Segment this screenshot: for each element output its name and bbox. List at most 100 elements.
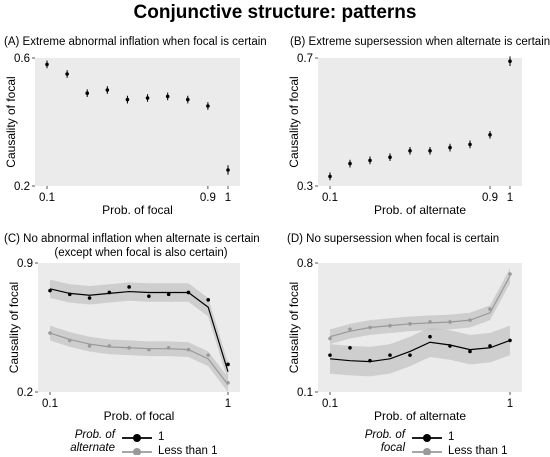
panel-c-subtitle: (except when focal is also certain) — [54, 247, 228, 259]
panel-a-data-point — [206, 104, 210, 108]
panel-c-point-less-than-1 — [107, 344, 112, 348]
panel-c-point-certain — [48, 288, 52, 293]
legend-left-title-line1: Prob. of — [74, 429, 115, 441]
panel-c-point-certain — [127, 285, 131, 289]
panel-b-data-point — [468, 142, 472, 147]
panel-c-point-certain — [206, 298, 211, 302]
page-title: Conjunctive structure: patterns — [133, 2, 417, 23]
panel-a-x-tick-label: 0.1 — [39, 192, 55, 204]
panel-d-point-less-than-1 — [448, 320, 452, 324]
panel-a-y-axis-label: Causality of focal — [4, 76, 18, 167]
panel-d-x-tick-label: 1 — [507, 398, 513, 410]
panel-d-point-certain — [508, 338, 512, 343]
panel-b-data-point — [428, 149, 432, 153]
panel-d-band-certain — [330, 325, 510, 377]
panel-c-point-certain — [166, 292, 171, 297]
legend-left-item-1-marker — [133, 434, 141, 442]
panel-c-y-axis-label: Causality of focal — [7, 282, 21, 373]
panel-d-fit-line-certain — [329, 339, 511, 363]
panel-a-y-tick-label: 0.6 — [14, 53, 30, 65]
legend-left-item-2-marker — [133, 448, 141, 455]
panel-d-point-certain — [388, 353, 392, 357]
panel-d-point-certain — [348, 345, 352, 350]
panel-d-point-less-than-1 — [368, 325, 372, 330]
panel-d-x-axis-label: Prob. of alternate — [374, 409, 466, 423]
panel-c-point-certain — [186, 290, 191, 295]
panel-b-title: (B) Extreme supersession when alternate … — [290, 36, 550, 48]
panel-c-point-less-than-1 — [147, 347, 151, 352]
panel-a-x-tick-label: 0.9 — [200, 192, 216, 204]
panel-d-y-tick-label: 0.8 — [297, 258, 313, 270]
panel-d-fit-line-less-than-1 — [329, 275, 511, 338]
panel-b-x-tick-label: 0.1 — [322, 192, 338, 204]
legend-right-item-1-marker — [423, 434, 431, 442]
panel-c-point-less-than-1 — [166, 345, 171, 350]
panel-b-data-point — [488, 133, 492, 137]
panel-a-x-tick-label: 1 — [225, 192, 231, 204]
panel-b-data-point — [448, 145, 452, 150]
panel-c-y-tick-label: 0.9 — [17, 258, 33, 270]
panel-c-point-less-than-1 — [48, 331, 52, 335]
panel-d-point-less-than-1 — [388, 323, 392, 328]
panel-a-data-point — [165, 94, 170, 99]
panel-d-x-tick-label: 0.1 — [322, 398, 338, 410]
panel-a-data-point — [105, 88, 110, 92]
panel-b-data-point — [388, 155, 392, 159]
panel-c-plot-area — [38, 263, 240, 392]
panel-c-point-less-than-1 — [186, 347, 191, 352]
panel-b-plot-area — [318, 58, 522, 186]
panel-c-point-certain — [87, 296, 92, 300]
legend-right-title-line2: focal — [380, 442, 405, 454]
panel-a-data-point — [226, 168, 230, 172]
legend-right-item-2-marker — [423, 448, 431, 455]
panel-c-band-certain — [50, 279, 228, 381]
panel-c-point-certain — [147, 294, 151, 298]
panel-c-point-less-than-1 — [87, 344, 92, 348]
panel-c-fit-line-certain — [49, 288, 229, 372]
panel-d-point-less-than-1 — [488, 307, 492, 311]
panel-d-point-certain — [448, 344, 452, 348]
panel-b-x-axis-label: Prob. of alternate — [374, 203, 466, 217]
panel-b-data-point — [368, 158, 372, 163]
legend-right-item-2-label: Less than 1 — [448, 445, 508, 457]
panel-b-y-tick-label: 0.7 — [297, 53, 313, 65]
panel-a-data-point — [125, 97, 130, 102]
legend-right-title-line1: Prob. of — [364, 429, 405, 441]
panel-c-x-tick-label: 1 — [225, 398, 231, 410]
legend-left-title-line2: alternate — [70, 442, 115, 454]
panel-c-x-axis-label: Prob. of focal — [104, 409, 175, 423]
panel-a-data-point — [45, 62, 49, 67]
panel-a-title: (A) Extreme abnormal inflation when foca… — [4, 36, 267, 48]
panel-d-point-certain — [488, 344, 492, 348]
panel-d-band-less-than-1 — [330, 268, 510, 345]
panel-d-point-certain — [468, 349, 472, 354]
panel-b-data-point — [508, 59, 512, 63]
panel-c-fit-line-less-than-1 — [49, 332, 229, 385]
panel-a-y-tick-label: 0.2 — [14, 181, 30, 193]
panel-d-point-less-than-1 — [328, 336, 332, 341]
panel-d-point-less-than-1 — [428, 320, 432, 324]
panel-a-plot-area — [35, 58, 240, 186]
panel-b-data-point — [328, 174, 332, 179]
legend-left-item-2-label: Less than 1 — [158, 445, 218, 457]
panel-d-y-axis-label: Causality of focal — [287, 282, 301, 373]
panel-b-x-tick-label: 0.9 — [482, 192, 498, 204]
legend-left-item-1-label: 1 — [158, 431, 165, 443]
panel-c-x-tick-label: 0.1 — [42, 398, 58, 410]
panel-b-x-tick-label: 1 — [507, 192, 513, 204]
panel-c-point-certain — [226, 362, 230, 367]
panel-d-point-certain — [428, 334, 432, 339]
legend-right-item-1-label: 1 — [448, 431, 455, 443]
panel-c-point-certain — [107, 290, 112, 295]
panel-c-band-less-than-1 — [50, 325, 228, 392]
panel-d-point-less-than-1 — [468, 318, 472, 322]
panel-c-title: (C) No abnormal inflation when alternate… — [4, 233, 260, 245]
panel-d-point-certain — [408, 353, 412, 357]
panel-a-data-point — [185, 97, 190, 102]
panel-a-data-point — [145, 96, 150, 100]
panel-c-point-less-than-1 — [206, 353, 211, 357]
panel-b-y-tick-label: 0.3 — [297, 181, 313, 193]
panel-a-data-point — [65, 72, 69, 76]
panel-d-point-less-than-1 — [508, 272, 512, 276]
